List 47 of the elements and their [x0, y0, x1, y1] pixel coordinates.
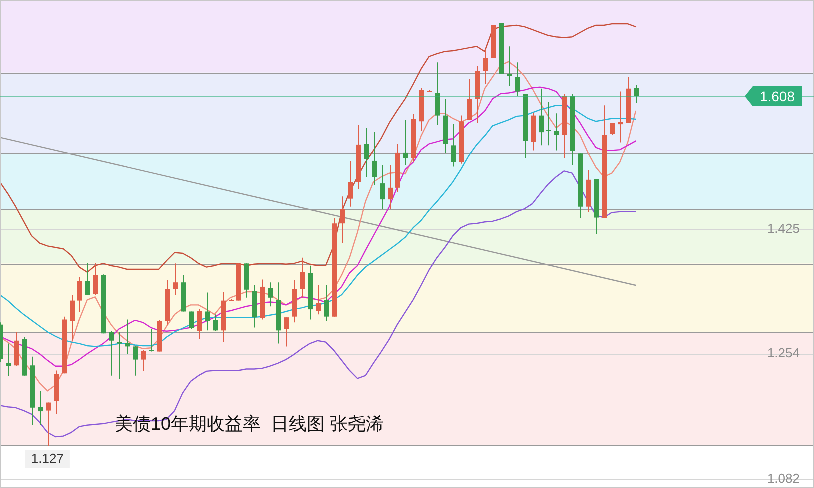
- candlestick: [634, 84, 639, 104]
- candlestick: [125, 319, 130, 354]
- candlestick: [85, 262, 90, 296]
- candlestick: [554, 113, 559, 152]
- candlestick: [93, 262, 98, 296]
- candlestick: [133, 345, 138, 376]
- candlestick: [435, 62, 440, 126]
- candlestick: [388, 164, 393, 210]
- ref-line-label: 1.608: [760, 88, 796, 104]
- candlestick: [618, 91, 623, 144]
- candlestick: [483, 49, 488, 85]
- candlestick: [77, 277, 82, 313]
- y-tick-label: 1.425: [767, 221, 800, 236]
- candlestick: [610, 122, 615, 136]
- candlestick: [316, 285, 321, 316]
- candlestick: [141, 350, 146, 372]
- candlestick: [38, 390, 43, 426]
- y-tick-label: 1.254: [767, 346, 800, 361]
- candlestick: [348, 160, 353, 208]
- candlestick: [539, 88, 544, 146]
- candlestick: [109, 330, 114, 376]
- candlestick: [205, 292, 210, 332]
- candlestick: [189, 311, 194, 330]
- candlestick: [403, 120, 408, 166]
- y-tick-label: 1.082: [767, 470, 800, 486]
- candlestick: [340, 196, 345, 244]
- candlestick: [451, 124, 456, 168]
- candlestick: [268, 282, 273, 308]
- candlestick: [515, 62, 520, 97]
- candlestick: [364, 128, 369, 178]
- annotation: 1.127: [31, 451, 64, 466]
- candlestick: [197, 309, 202, 340]
- candlestick: [149, 328, 154, 352]
- candlestick: [300, 257, 305, 298]
- candlestick: [372, 132, 377, 186]
- candlestick: [213, 314, 218, 332]
- candlestick: [546, 101, 551, 146]
- candlestick: [380, 164, 385, 210]
- candlestick: [284, 317, 289, 348]
- candlestick: [507, 46, 512, 86]
- candlestick: [70, 294, 75, 342]
- candlestick: [6, 343, 11, 378]
- candlestick: [324, 285, 329, 322]
- candlestick: [46, 402, 51, 447]
- candlestick: [117, 332, 122, 380]
- candlestick: [173, 263, 178, 296]
- candlestick: [467, 78, 472, 121]
